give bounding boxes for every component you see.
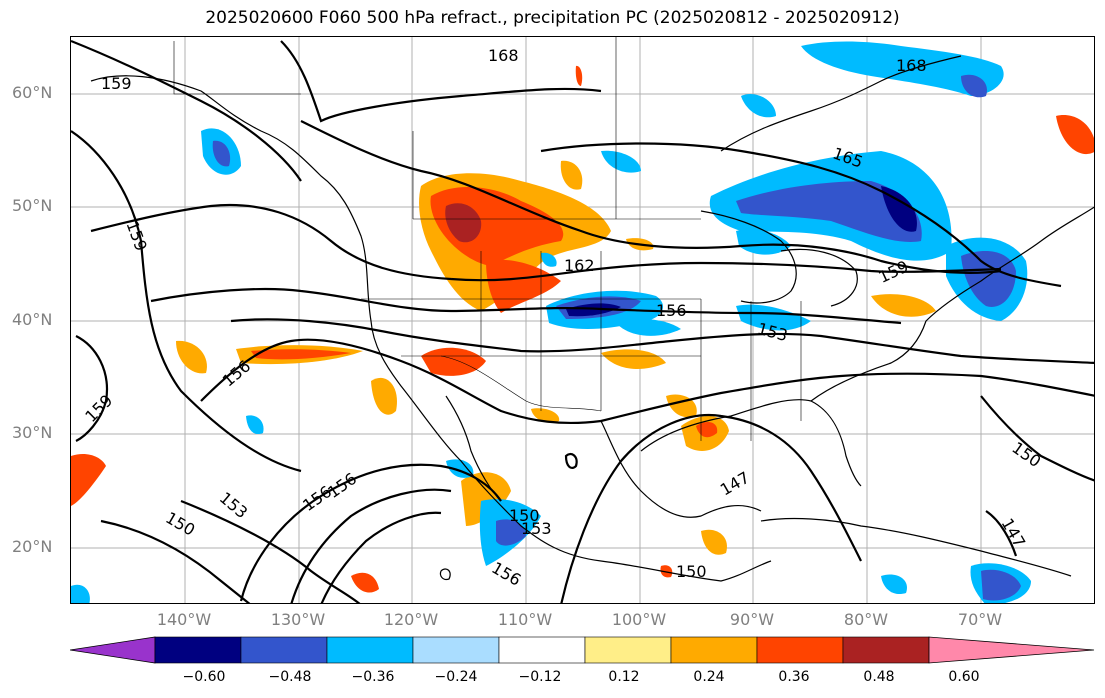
colorbar-bin bbox=[240, 636, 328, 664]
lon-label-130w: 130°W bbox=[270, 610, 326, 629]
lat-label-60n: 60°N bbox=[12, 83, 53, 102]
contour-label-168b: 168 bbox=[896, 56, 927, 75]
colorbar-bin bbox=[326, 636, 414, 664]
lon-label-80w: 80°W bbox=[843, 610, 889, 629]
contour-label-153c: 153 bbox=[521, 519, 552, 538]
refractivity-contours bbox=[71, 39, 1094, 603]
colorbar-tick: −0.36 bbox=[351, 669, 395, 685]
coastlines bbox=[90, 55, 1094, 582]
lat-label-30n: 30°N bbox=[12, 423, 53, 442]
contour-label-150b: 150 bbox=[162, 508, 198, 540]
lon-label-90w: 90°W bbox=[729, 610, 775, 629]
contour-label-147a: 147 bbox=[717, 468, 753, 500]
colorbar-bin bbox=[842, 636, 930, 664]
colorbar-tick: 0.60 bbox=[948, 669, 980, 685]
colorbar-bin bbox=[756, 636, 844, 664]
colorbar-bin bbox=[498, 636, 586, 664]
lon-label-110w: 110°W bbox=[497, 610, 553, 629]
colorbar-tick: −0.60 bbox=[182, 669, 226, 685]
contour-label-150a: 150 bbox=[1009, 438, 1045, 471]
colorbar-tick: 0.48 bbox=[863, 669, 895, 685]
contour-label-156e: 156 bbox=[488, 558, 524, 590]
political-borders bbox=[173, 37, 802, 441]
map-canvas: 168 168 159 159 165 162 159 156 153 156 … bbox=[71, 37, 1094, 603]
precip-anomaly-fills bbox=[71, 41, 1094, 603]
colorbar-extend-high bbox=[928, 636, 1095, 664]
contour-label-156a: 156 bbox=[656, 301, 687, 320]
lat-label-20n: 20°N bbox=[12, 537, 53, 556]
colorbar-bin bbox=[670, 636, 758, 664]
colorbar-tick: −0.12 bbox=[518, 669, 562, 685]
contour-label-162: 162 bbox=[564, 256, 595, 275]
lon-label-70w: 70°W bbox=[957, 610, 1003, 629]
contour-label-150d: 150 bbox=[676, 562, 707, 581]
lon-label-140w: 140°W bbox=[156, 610, 212, 629]
colorbar-tick: −0.48 bbox=[268, 669, 312, 685]
contour-label-168a: 168 bbox=[488, 46, 519, 65]
colorbar-extend-low bbox=[70, 636, 156, 664]
lon-label-120w: 120°W bbox=[383, 610, 439, 629]
contour-label-147b: 147 bbox=[998, 515, 1030, 551]
lon-label-100w: 100°W bbox=[611, 610, 667, 629]
contour-label-150c: 150 bbox=[509, 506, 540, 525]
map-panel: 168 168 159 159 165 162 159 156 153 156 … bbox=[70, 36, 1095, 604]
map-title: 2025020600 F060 500 hPa refract., precip… bbox=[205, 8, 900, 28]
contour-label-159b: 159 bbox=[123, 218, 151, 253]
contour-label-159a: 159 bbox=[101, 74, 132, 93]
colorbar-bin bbox=[584, 636, 672, 664]
lat-label-50n: 50°N bbox=[12, 196, 53, 215]
contour-label-159d: 159 bbox=[81, 391, 116, 426]
colorbar-bin bbox=[412, 636, 500, 664]
colorbar-tick: −0.24 bbox=[434, 669, 478, 685]
lat-label-40n: 40°N bbox=[12, 310, 53, 329]
colorbar-tick: 0.24 bbox=[693, 669, 725, 685]
colorbar-bin bbox=[154, 636, 242, 664]
colorbar-tick: 0.36 bbox=[778, 669, 810, 685]
colorbar-tick: 0.12 bbox=[608, 669, 640, 685]
colorbar bbox=[70, 636, 1095, 664]
